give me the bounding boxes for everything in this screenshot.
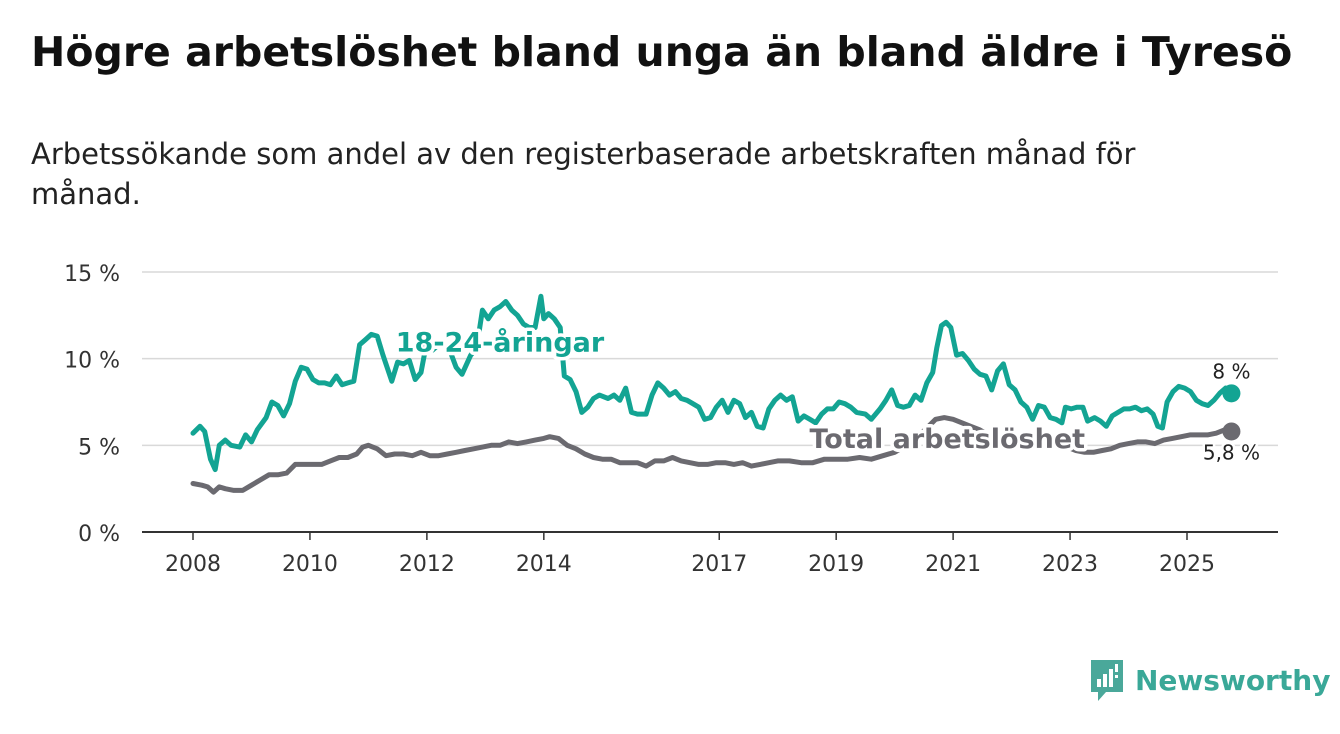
x-tick-label: 2014 — [516, 552, 572, 577]
x-tick-label: 2010 — [282, 552, 338, 577]
newsworthy-logo: Newsworthy — [1089, 658, 1330, 702]
brand-name: Newsworthy — [1135, 663, 1331, 697]
y-tick-label: 15 % — [64, 262, 120, 287]
x-tick-label: 2023 — [1042, 552, 1098, 577]
end-point-marker — [1222, 384, 1241, 403]
end-point-marker — [1222, 422, 1241, 441]
series-line-total — [190, 415, 1234, 495]
chart-subtitle: Arbetssökande som andel av den registerb… — [31, 137, 1136, 211]
y-tick-label: 0 % — [78, 522, 120, 547]
end-value-label: 5,8 % — [1203, 440, 1260, 464]
chart-title: Högre arbetslöshet bland unga än bland ä… — [31, 28, 1293, 76]
x-tick-label: 2025 — [1159, 552, 1215, 577]
x-tick-label: 2019 — [808, 552, 864, 577]
y-tick-label: 5 % — [78, 435, 120, 460]
x-tick-label: 2008 — [165, 552, 221, 577]
x-tick-label: 2021 — [925, 552, 981, 577]
end-value-label: 8 % — [1212, 359, 1250, 383]
series-label: Total arbetslöshet — [809, 424, 1085, 455]
bar-chart-chat-icon — [1091, 660, 1123, 701]
y-tick-label: 10 % — [64, 349, 120, 374]
series-line-youth — [190, 293, 1234, 473]
x-tick-label: 2012 — [399, 552, 455, 577]
x-tick-label: 2017 — [691, 552, 747, 577]
series-label: 18-24-åringar — [396, 327, 605, 359]
